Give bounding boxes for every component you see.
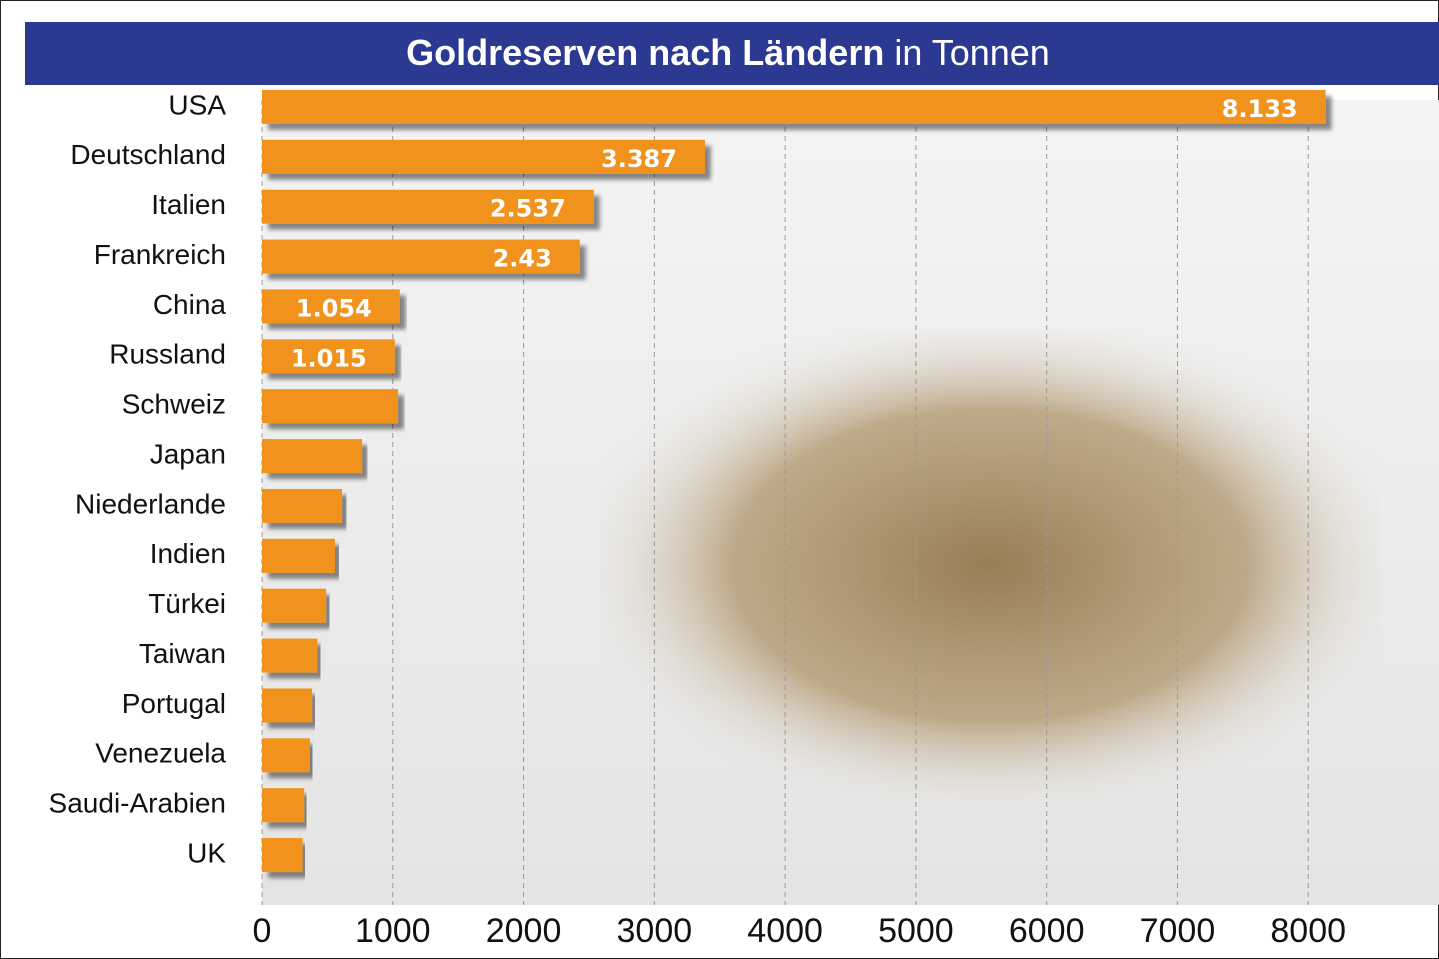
bar bbox=[262, 90, 1326, 124]
title: Goldreserven nach Ländern in Tonnen bbox=[406, 32, 1050, 73]
y-tick-label: Taiwan bbox=[139, 638, 226, 669]
x-tick-label: 2000 bbox=[486, 912, 562, 950]
chart: Goldreserven nach Ländern in Tonnen 0 100… bbox=[0, 0, 1439, 959]
bar bbox=[262, 688, 312, 722]
bar bbox=[262, 439, 362, 473]
chart-title: Goldreserven nach Ländern bbox=[406, 32, 884, 73]
y-tick-label: Schweiz bbox=[122, 389, 226, 420]
y-tick-label: Frankreich bbox=[94, 239, 226, 270]
y-tick-label: USA bbox=[168, 89, 226, 120]
x-tick-label: 0 bbox=[253, 912, 272, 950]
bar bbox=[262, 539, 335, 573]
x-tick-label: 6000 bbox=[1009, 912, 1085, 950]
y-tick-label: Russland bbox=[109, 339, 226, 370]
value-label: 1.054 bbox=[296, 294, 372, 322]
chart-subtitle: in Tonnen bbox=[894, 32, 1049, 73]
bar bbox=[262, 838, 303, 872]
x-tick-label: 5000 bbox=[878, 912, 954, 950]
bar bbox=[262, 389, 398, 423]
value-label: 2.43 bbox=[493, 245, 552, 273]
x-tick-label: 7000 bbox=[1140, 912, 1216, 950]
x-tick-label: 1000 bbox=[355, 912, 431, 950]
y-tick-label: China bbox=[153, 289, 227, 320]
bar bbox=[262, 489, 342, 523]
value-label: 3.387 bbox=[601, 145, 677, 173]
x-tick-label: 8000 bbox=[1270, 912, 1346, 950]
value-label: 8.133 bbox=[1222, 95, 1298, 123]
bar bbox=[262, 639, 317, 673]
value-label: 2.537 bbox=[490, 195, 566, 223]
y-tick-label: Indien bbox=[150, 538, 226, 569]
y-tick-label: Deutschland bbox=[70, 139, 226, 170]
value-label: 1.015 bbox=[291, 344, 367, 372]
bar bbox=[262, 788, 304, 822]
x-tick-label: 3000 bbox=[617, 912, 693, 950]
x-tick-label: 4000 bbox=[747, 912, 823, 950]
y-tick-label: Portugal bbox=[122, 688, 226, 719]
page: Goldreserven nach Ländern in Tonnen 0 100… bbox=[0, 0, 1439, 959]
y-tick-label: Italien bbox=[151, 189, 226, 220]
bar bbox=[262, 738, 310, 772]
y-tick-label: Venezuela bbox=[95, 738, 226, 769]
y-tick-label: Niederlande bbox=[75, 488, 226, 519]
y-tick-label: Japan bbox=[150, 438, 226, 469]
vault-photo bbox=[600, 330, 1380, 800]
y-tick-label: Türkei bbox=[148, 588, 226, 619]
y-tick-label: UK bbox=[187, 837, 226, 868]
y-tick-label: Saudi-Arabien bbox=[49, 788, 226, 819]
bar bbox=[262, 589, 326, 623]
